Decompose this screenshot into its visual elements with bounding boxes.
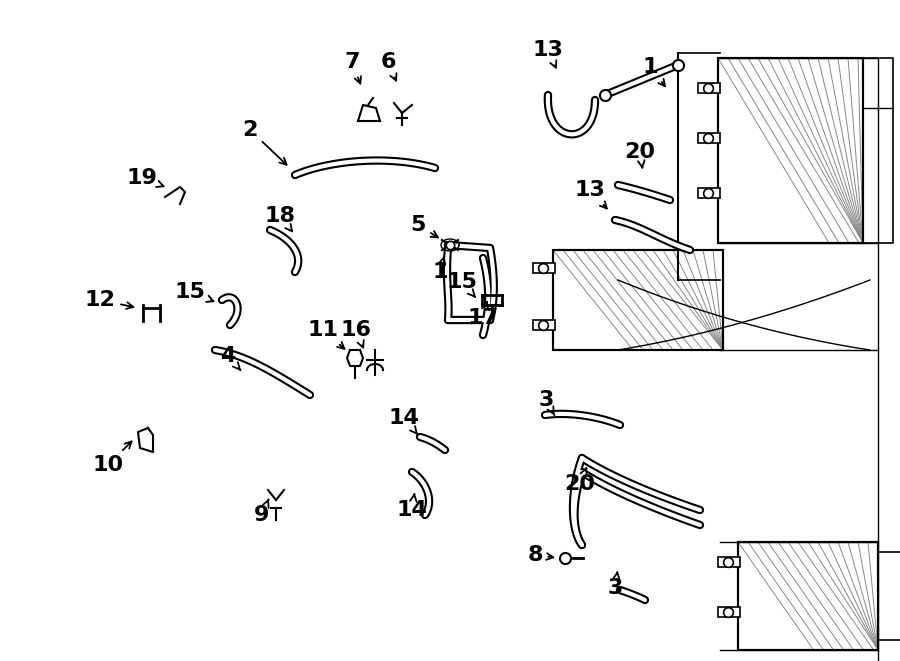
Text: 9: 9 [255,500,270,525]
Bar [553,250,723,350]
Bar [553,250,723,350]
Bar [738,542,878,650]
Bar [698,188,720,198]
Text: 15: 15 [446,272,477,297]
Text: 11: 11 [308,320,345,349]
Bar [698,83,720,93]
Bar [718,58,863,243]
Bar [718,557,740,567]
Text: 17: 17 [467,302,499,328]
Text: 1: 1 [643,57,665,86]
Text: 7: 7 [344,52,361,83]
Text: 3: 3 [608,572,623,598]
Text: 12: 12 [85,290,133,310]
Text: 8: 8 [527,545,554,565]
Text: 5: 5 [410,215,438,237]
Text: 13: 13 [574,180,607,208]
Text: 16: 16 [340,320,372,348]
Text: 19: 19 [127,168,164,188]
Text: 14: 14 [389,408,419,434]
Text: 6: 6 [380,52,397,81]
Text: 3: 3 [538,390,554,415]
Bar [698,133,720,143]
Text: 10: 10 [93,442,131,475]
Bar [718,607,740,617]
Text: 14: 14 [397,494,427,520]
Text: 20: 20 [564,468,596,494]
Text: 15: 15 [175,282,213,302]
Bar [718,58,863,243]
Text: 2: 2 [242,120,286,165]
Text: 4: 4 [220,346,240,370]
Bar [533,320,555,330]
Bar [738,542,878,650]
Bar [533,263,555,273]
Text: 1: 1 [432,256,448,282]
Text: 20: 20 [625,142,655,168]
Text: 18: 18 [265,206,295,231]
Text: 13: 13 [533,40,563,67]
